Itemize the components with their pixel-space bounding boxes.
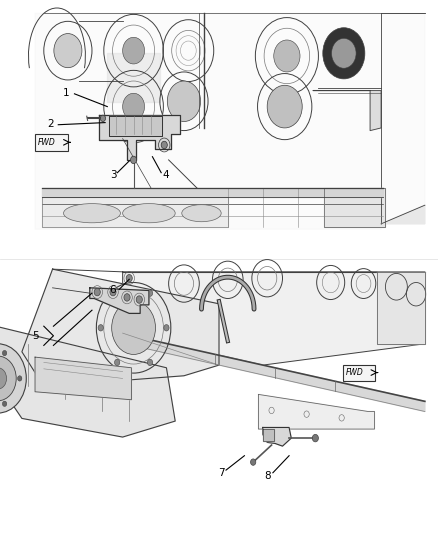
Circle shape (0, 368, 7, 389)
Text: 2: 2 (47, 119, 54, 128)
Circle shape (251, 459, 256, 465)
Circle shape (131, 156, 137, 164)
Circle shape (112, 301, 155, 354)
Circle shape (332, 38, 356, 68)
Polygon shape (0, 325, 175, 437)
Polygon shape (42, 197, 228, 227)
Circle shape (323, 28, 365, 79)
Ellipse shape (182, 205, 221, 222)
Circle shape (164, 325, 169, 331)
Polygon shape (377, 272, 425, 344)
Polygon shape (22, 269, 219, 386)
FancyBboxPatch shape (35, 134, 68, 151)
Circle shape (123, 37, 145, 64)
Text: 4: 4 (162, 170, 169, 180)
Circle shape (147, 290, 153, 296)
Circle shape (100, 115, 106, 122)
Polygon shape (313, 91, 381, 131)
Polygon shape (125, 334, 425, 411)
Circle shape (2, 350, 7, 356)
Text: 1: 1 (63, 88, 70, 98)
Circle shape (167, 81, 201, 122)
Polygon shape (42, 188, 383, 197)
Circle shape (54, 34, 82, 68)
Text: 7: 7 (218, 468, 225, 478)
Circle shape (126, 274, 132, 282)
Circle shape (0, 356, 16, 401)
Text: 6: 6 (110, 286, 117, 295)
Polygon shape (107, 53, 160, 102)
Text: 5: 5 (32, 331, 39, 341)
Circle shape (18, 376, 22, 381)
Circle shape (267, 85, 302, 128)
Circle shape (98, 325, 103, 331)
Circle shape (94, 288, 100, 296)
Text: FWD: FWD (346, 368, 363, 377)
Circle shape (124, 294, 130, 301)
Text: 3: 3 (110, 170, 117, 180)
Polygon shape (258, 394, 374, 429)
Circle shape (136, 296, 142, 303)
Polygon shape (99, 115, 180, 160)
FancyBboxPatch shape (343, 365, 375, 381)
Circle shape (115, 290, 120, 296)
Circle shape (274, 40, 300, 72)
Circle shape (114, 359, 120, 366)
Polygon shape (123, 272, 425, 365)
Circle shape (123, 93, 145, 120)
Circle shape (312, 434, 318, 442)
Polygon shape (90, 288, 149, 313)
Polygon shape (381, 205, 425, 224)
Circle shape (110, 288, 116, 296)
Text: FWD: FWD (38, 138, 56, 147)
Polygon shape (263, 429, 274, 441)
Circle shape (2, 401, 7, 407)
Polygon shape (35, 357, 131, 400)
Circle shape (147, 359, 153, 366)
Polygon shape (109, 116, 162, 136)
Polygon shape (324, 188, 385, 227)
Ellipse shape (123, 204, 175, 223)
Text: 8: 8 (265, 471, 272, 481)
Polygon shape (263, 427, 291, 446)
Circle shape (0, 344, 26, 413)
Polygon shape (35, 13, 425, 229)
Circle shape (161, 141, 167, 149)
Ellipse shape (64, 204, 120, 223)
